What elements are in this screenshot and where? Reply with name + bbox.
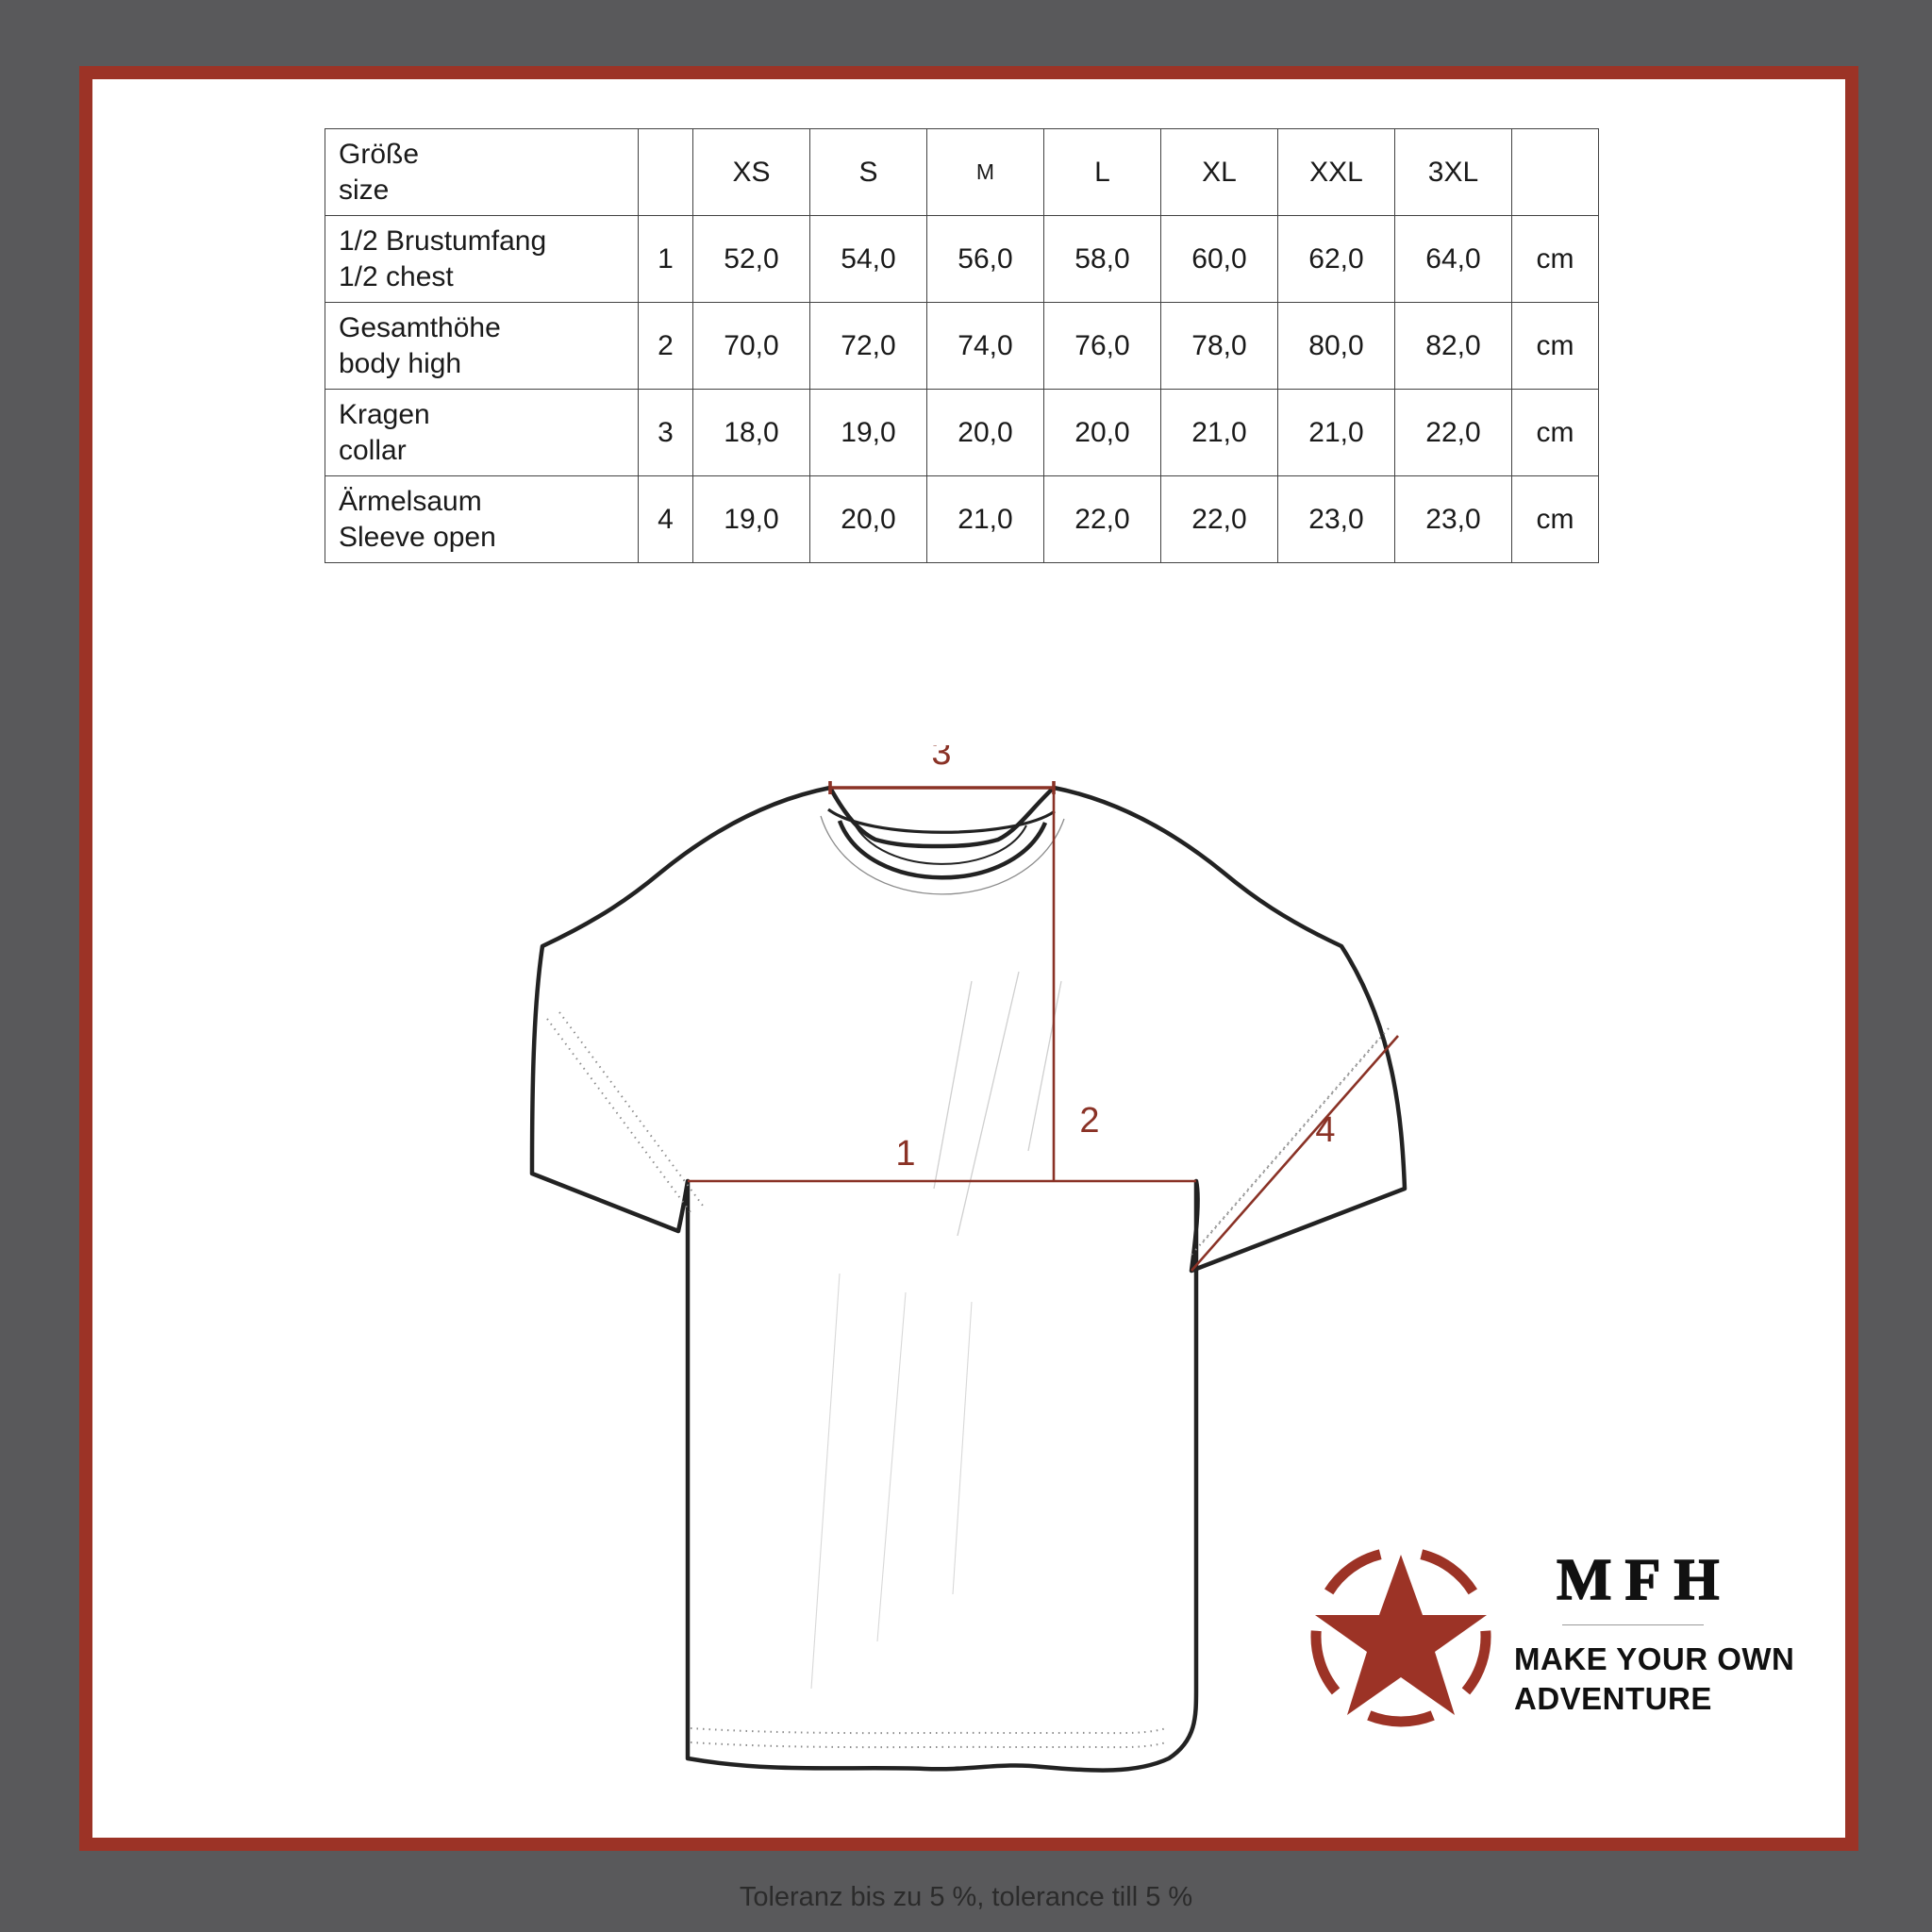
svg-text:1: 1 [895,1134,915,1174]
svg-text:3: 3 [931,745,951,773]
svg-text:4: 4 [1315,1110,1335,1150]
svg-text:2: 2 [1079,1101,1099,1141]
